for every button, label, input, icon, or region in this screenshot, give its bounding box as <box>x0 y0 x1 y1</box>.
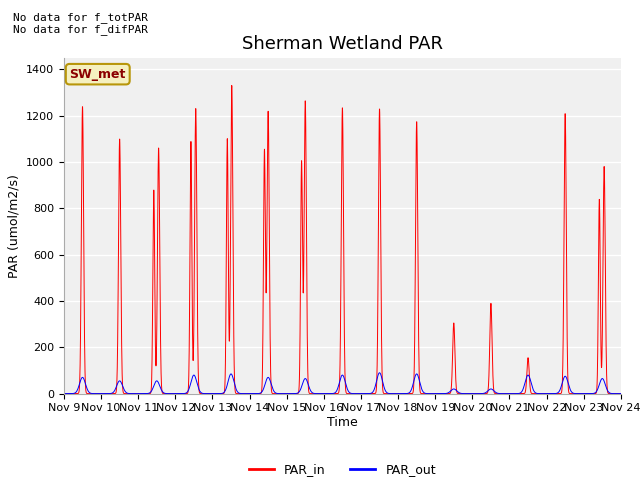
Legend: PAR_in, PAR_out: PAR_in, PAR_out <box>244 458 441 480</box>
PAR_out <box>499 391 507 396</box>
PAR_in <box>467 391 475 396</box>
PAR_in <box>436 391 444 396</box>
Text: SW_met: SW_met <box>70 68 126 81</box>
PAR_out <box>616 391 624 396</box>
PAR_out <box>468 391 476 396</box>
PAR_in <box>580 391 588 396</box>
PAR_in <box>617 391 625 396</box>
PAR_out <box>322 391 330 396</box>
PAR_in <box>322 391 330 396</box>
PAR_out <box>431 391 439 396</box>
PAR_in <box>228 83 236 88</box>
Line: PAR_in: PAR_in <box>64 85 621 394</box>
PAR_out <box>617 391 625 396</box>
Y-axis label: PAR (umol/m2/s): PAR (umol/m2/s) <box>8 174 20 277</box>
PAR_in <box>499 391 507 396</box>
Text: No data for f_totPAR: No data for f_totPAR <box>13 12 148 23</box>
PAR_in <box>160 391 168 396</box>
PAR_in <box>616 391 624 396</box>
PAR_out <box>376 370 383 376</box>
PAR_out <box>436 391 444 396</box>
X-axis label: Time: Time <box>327 416 358 429</box>
PAR_in <box>60 391 68 396</box>
PAR_out <box>60 391 68 396</box>
Title: Sherman Wetland PAR: Sherman Wetland PAR <box>242 35 443 53</box>
PAR_out <box>160 390 168 396</box>
Text: No data for f_difPAR: No data for f_difPAR <box>13 24 148 35</box>
Line: PAR_out: PAR_out <box>64 373 621 394</box>
